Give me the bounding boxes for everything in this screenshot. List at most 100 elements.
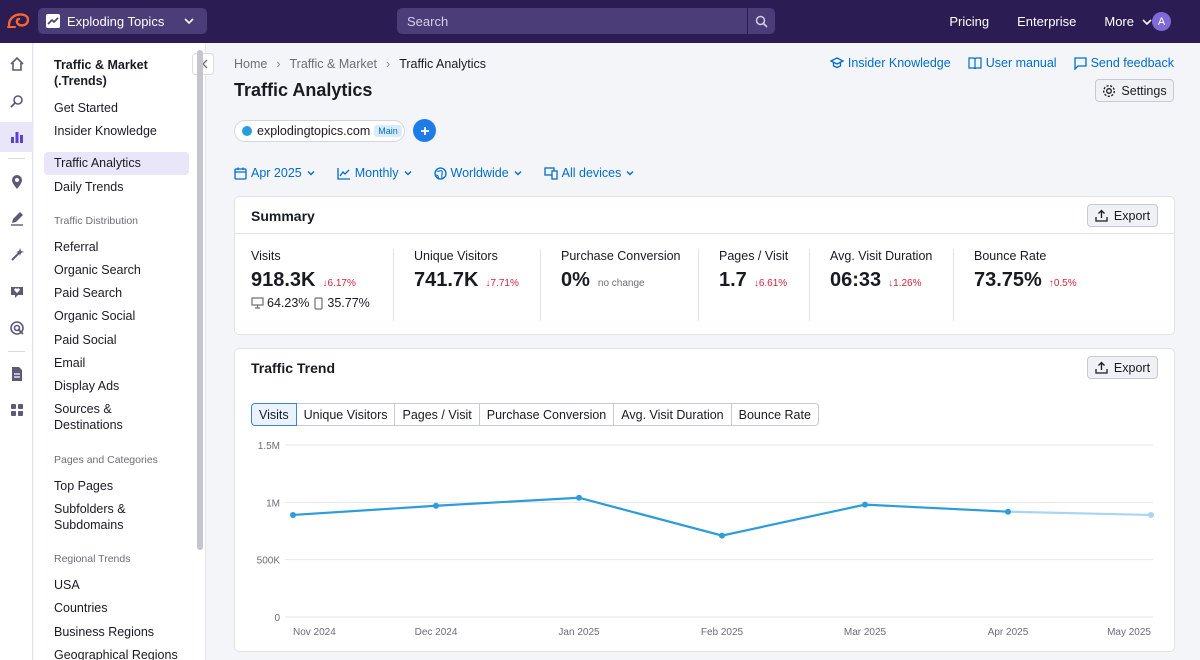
sidebar-scrollbar[interactable] (197, 50, 203, 550)
metric-divider (393, 249, 394, 321)
sidebar-item-geographical-regions[interactable]: Geographical Regions (54, 648, 178, 660)
search-input[interactable]: Search (397, 8, 775, 34)
y-tick-label: 500K (257, 556, 281, 567)
date-filter[interactable]: Apr 2025 (234, 166, 316, 180)
sidebar-item-business-regions[interactable]: Business Regions (54, 625, 155, 639)
breadcrumb-home[interactable]: Home (234, 57, 268, 71)
region-filter[interactable]: Worldwide (433, 166, 523, 180)
ads-icon[interactable] (0, 313, 33, 343)
settings-button[interactable]: Settings (1095, 79, 1174, 102)
chevron-down-icon (404, 171, 412, 176)
nav-pricing[interactable]: Pricing (949, 14, 990, 29)
tab-visits[interactable]: Visits (251, 403, 297, 426)
feedback-icon (1073, 56, 1087, 70)
tab-purchase-conversion[interactable]: Purchase Conversion (479, 403, 615, 426)
apps-icon[interactable] (0, 395, 33, 425)
home-icon[interactable] (0, 49, 33, 79)
collapse-sidebar-button[interactable] (192, 53, 214, 75)
sidebar-item-countries[interactable]: Countries (54, 601, 108, 615)
search-button[interactable] (747, 8, 775, 34)
breadcrumb-traffic-market[interactable]: Traffic & Market (289, 57, 378, 71)
x-tick-label: Nov 2024 (293, 627, 336, 638)
metric-label: Avg. Visit Duration (830, 249, 933, 263)
local-icon[interactable] (0, 167, 33, 197)
seo-icon[interactable] (0, 86, 33, 116)
nav-more[interactable]: More (1104, 14, 1154, 29)
chevron-right-icon: › (386, 57, 391, 71)
metric-change: ↓6.17% (322, 278, 356, 289)
main-badge: Main (374, 125, 402, 137)
project-selector[interactable]: Exploding Topics (38, 8, 207, 34)
metric-pages-per-visit[interactable]: Pages / Visit 1.7 ↓6.61% (719, 249, 788, 292)
data-point (290, 511, 296, 518)
nav-more-label: More (1104, 14, 1134, 29)
summary-export-label: Export (1113, 208, 1151, 223)
series-line-partial (1007, 510, 1152, 517)
x-tick-label: Mar 2025 (844, 627, 887, 638)
y-tick-label: 1.5M (258, 441, 280, 452)
metric-value: 0% (561, 269, 590, 291)
social-icon[interactable] (0, 277, 33, 307)
sidebar-item-sources-destinations[interactable]: Sources & Destinations (54, 402, 123, 432)
device-filter-label: All devices (561, 166, 622, 180)
traffic-analytics-icon[interactable] (0, 122, 33, 152)
sidebar-item-paid-social[interactable]: Paid Social (54, 333, 117, 347)
domain-chip[interactable]: explodingtopics.com Main (234, 120, 405, 142)
metric-purchase-conversion[interactable]: Purchase Conversion 0% no change (561, 249, 681, 292)
add-competitor-button[interactable] (413, 119, 436, 142)
sidebar-item-organic-social[interactable]: Organic Social (54, 309, 136, 323)
metric-label: Purchase Conversion (561, 249, 681, 263)
tab-bounce-rate[interactable]: Bounce Rate (731, 403, 819, 426)
sidebar-item-insider-knowledge[interactable]: Insider Knowledge (54, 124, 157, 138)
tab-pages-visit[interactable]: Pages / Visit (395, 403, 480, 426)
tab-avg-visit-duration[interactable]: Avg. Visit Duration (614, 403, 732, 426)
semrush-logo-icon[interactable] (7, 11, 29, 31)
sidebar-item-display-ads[interactable]: Display Ads (54, 379, 120, 393)
chevron-right-icon: › (276, 57, 281, 71)
metric-avg-visit-duration[interactable]: Avg. Visit Duration 06:33 ↓1.26% (830, 249, 932, 292)
avatar[interactable]: A (1152, 12, 1171, 31)
chevron-down-icon (626, 171, 634, 176)
period-filter[interactable]: Monthly (337, 166, 413, 180)
nav-enterprise[interactable]: Enterprise (1017, 14, 1077, 29)
insider-knowledge-label: Insider Knowledge (847, 56, 951, 70)
insider-knowledge-link[interactable]: Insider Knowledge (829, 56, 951, 70)
sidebar-item-subfolders-subdomains[interactable]: Subfolders & Subdomains (54, 502, 126, 532)
sidebar-item-get-started[interactable]: Get Started (54, 101, 118, 115)
metric-label: Bounce Rate (974, 249, 1047, 263)
device-filter[interactable]: All devices (543, 166, 636, 180)
reports-icon[interactable] (0, 359, 33, 389)
metric-bounce-rate[interactable]: Bounce Rate 73.75% ↑0.5% (974, 249, 1077, 292)
desktop-share: 64.23% (267, 296, 310, 310)
sidebar-item-usa[interactable]: USA (54, 578, 80, 592)
sidebar-item-daily-trends[interactable]: Daily Trends (54, 180, 124, 194)
sidebar-item-referral[interactable]: Referral (54, 240, 99, 254)
x-tick-label: May 2025 (1107, 627, 1151, 638)
rail-divider (8, 351, 25, 352)
tab-unique-visitors[interactable]: Unique Visitors (296, 403, 396, 426)
search-placeholder: Search (407, 13, 449, 29)
metric-unique-visitors[interactable]: Unique Visitors 741.7K ↓7.71% (414, 249, 519, 292)
settings-label: Settings (1121, 83, 1167, 98)
content-icon[interactable] (0, 203, 33, 233)
traffic-trend-chart[interactable]: 0 500K 1M 1.5M Nov 2024 Dec 2024 Jan 2025 Feb 2… (235, 349, 1176, 653)
upload-icon (1095, 209, 1108, 222)
user-manual-link[interactable]: User manual (968, 56, 1057, 70)
date-filter-label: Apr 2025 (251, 166, 302, 180)
data-point (719, 532, 725, 539)
x-tick-label: Jan 2025 (558, 627, 600, 638)
sidebar-item-email[interactable]: Email (54, 356, 86, 370)
summary-export-button[interactable]: Export (1087, 204, 1158, 227)
trend-export-button[interactable]: Export (1087, 356, 1158, 379)
sidebar-item-organic-search[interactable]: Organic Search (54, 263, 141, 277)
metric-visits[interactable]: Visits 918.3K ↓6.17% 64.23% 35.77% (251, 249, 370, 310)
send-feedback-link[interactable]: Send feedback (1073, 56, 1174, 70)
sidebar-item-top-pages[interactable]: Top Pages (54, 479, 114, 493)
sidebar-item-paid-search[interactable]: Paid Search (54, 286, 123, 300)
ai-icon[interactable] (0, 240, 33, 270)
summary-card: Summary Export Visits 918.3K ↓6.17% 64.23… (234, 196, 1175, 335)
metric-value: 741.7K (414, 269, 479, 291)
sidebar-item-traffic-analytics[interactable]: Traffic Analytics (44, 152, 189, 175)
metric-label: Unique Visitors (414, 249, 498, 263)
upload-icon (1095, 361, 1108, 374)
